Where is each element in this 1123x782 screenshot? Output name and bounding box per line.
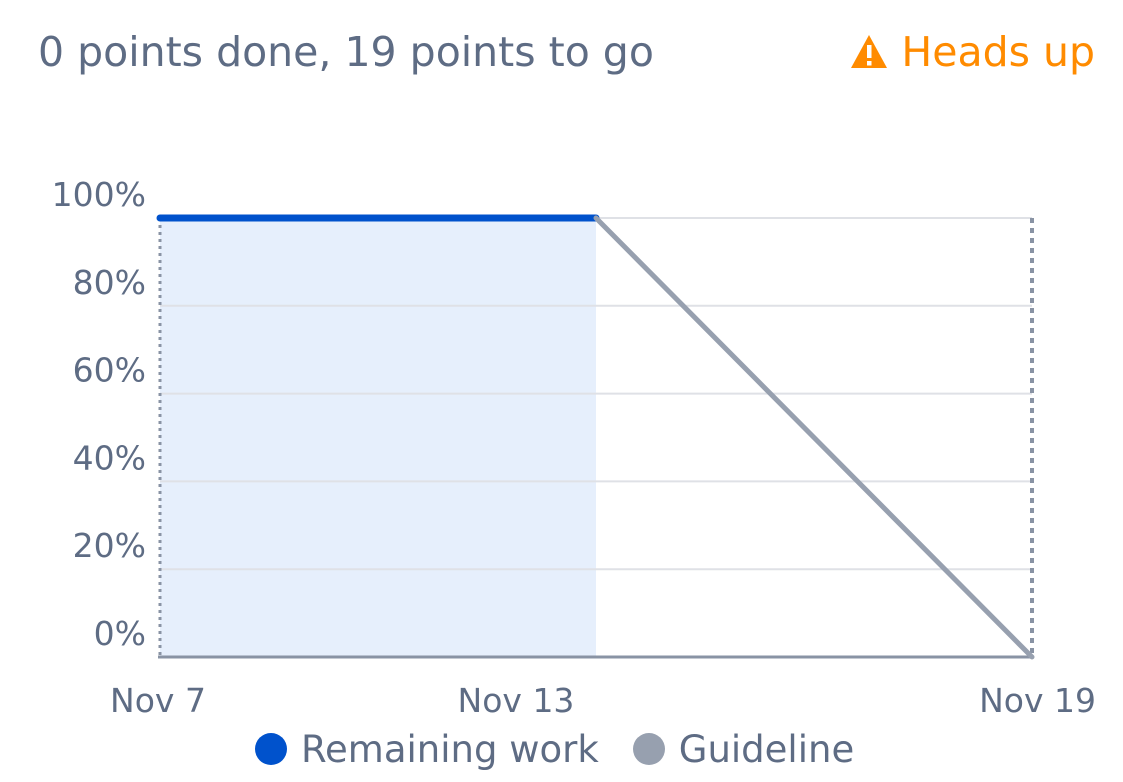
y-tick-label: 0% (94, 614, 146, 653)
points-summary: 0 points done, 19 points to go (38, 28, 654, 76)
guideline-line (593, 215, 1035, 660)
legend-label: Guideline (678, 727, 855, 771)
legend-swatch (255, 733, 287, 765)
legend-label: Remaining work (301, 727, 599, 771)
y-tick-label: 100% (52, 175, 146, 214)
burndown-chart: 100% 80% 60% 40% 20% 0% Nov 7 Nov 13 Nov 19 (52, 175, 1096, 720)
heads-up-label: Heads up (901, 28, 1095, 76)
x-tick-label: Nov 19 (979, 681, 1096, 720)
y-tick-label: 60% (73, 351, 146, 390)
x-tick-label: Nov 13 (458, 681, 575, 720)
heads-up-warning[interactable]: Heads up (849, 28, 1095, 76)
chart-header: 0 points done, 19 points to go Heads up (0, 0, 1123, 110)
warning-triangle-icon (851, 35, 888, 68)
remaining-work-area (160, 218, 596, 657)
legend-item-remaining-work[interactable]: Remaining work (255, 728, 599, 771)
chart-legend: Remaining work Guideline (255, 724, 888, 774)
legend-item-guideline[interactable]: Guideline (632, 727, 855, 771)
y-tick-label: 40% (73, 438, 146, 477)
y-tick-label: 20% (73, 526, 146, 565)
x-tick-label: Nov 7 (110, 681, 206, 720)
legend-swatch (632, 733, 665, 765)
y-tick-label: 80% (73, 263, 146, 302)
